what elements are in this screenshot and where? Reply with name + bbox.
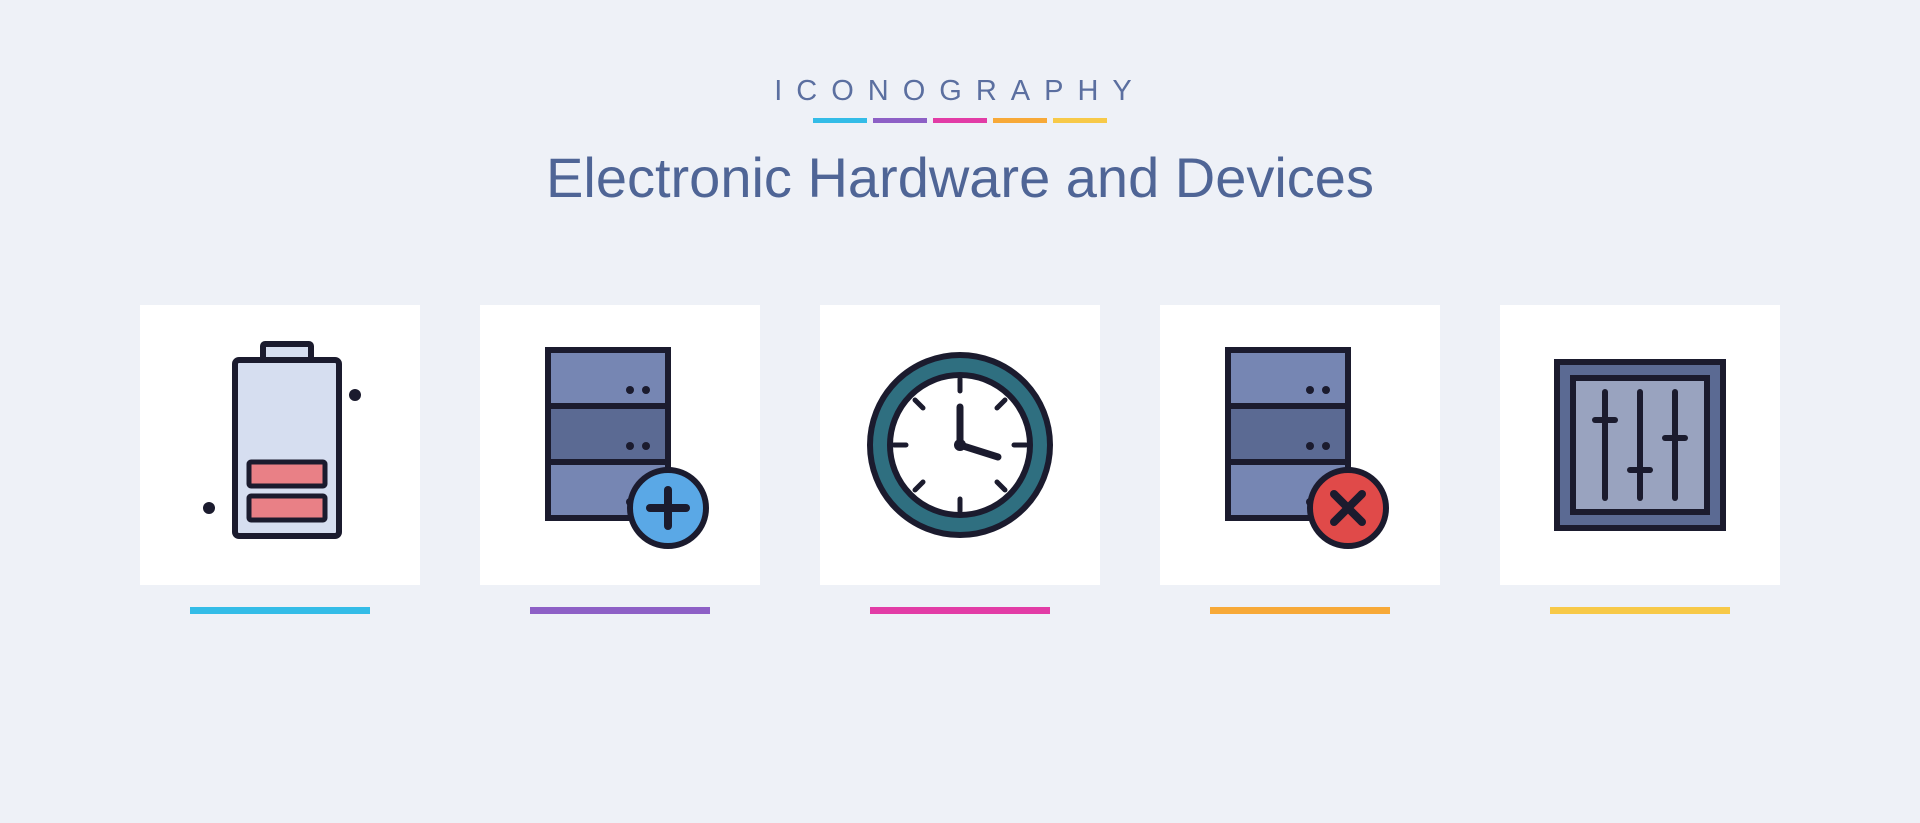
brand-accent-bars xyxy=(546,118,1374,123)
accent-bar xyxy=(933,118,987,123)
tile-underline xyxy=(190,607,370,614)
brand-label: ICONOGRAPHY xyxy=(546,75,1374,108)
battery-low-icon xyxy=(185,340,375,550)
tile-underline xyxy=(870,607,1050,614)
tile-box xyxy=(140,305,420,585)
equalizer-icon xyxy=(1545,350,1735,540)
accent-bar xyxy=(993,118,1047,123)
icon-row xyxy=(140,305,1780,614)
icon-tile xyxy=(820,305,1100,614)
pack-title: Electronic Hardware and Devices xyxy=(546,145,1374,210)
tile-underline xyxy=(530,607,710,614)
accent-bar xyxy=(813,118,867,123)
icon-tile xyxy=(1500,305,1780,614)
tile-underline xyxy=(1550,607,1730,614)
tile-box xyxy=(480,305,760,585)
tile-underline xyxy=(1210,607,1390,614)
clock-icon xyxy=(860,345,1060,545)
icon-tile xyxy=(140,305,420,614)
header-block: ICONOGRAPHY Electronic Hardware and Devi… xyxy=(546,75,1374,305)
tile-box xyxy=(820,305,1100,585)
tile-box xyxy=(1160,305,1440,585)
accent-bar xyxy=(1053,118,1107,123)
accent-bar xyxy=(873,118,927,123)
server-remove-icon xyxy=(1200,340,1400,550)
tile-box xyxy=(1500,305,1780,585)
icon-tile xyxy=(1160,305,1440,614)
server-add-icon xyxy=(520,340,720,550)
icon-tile xyxy=(480,305,760,614)
